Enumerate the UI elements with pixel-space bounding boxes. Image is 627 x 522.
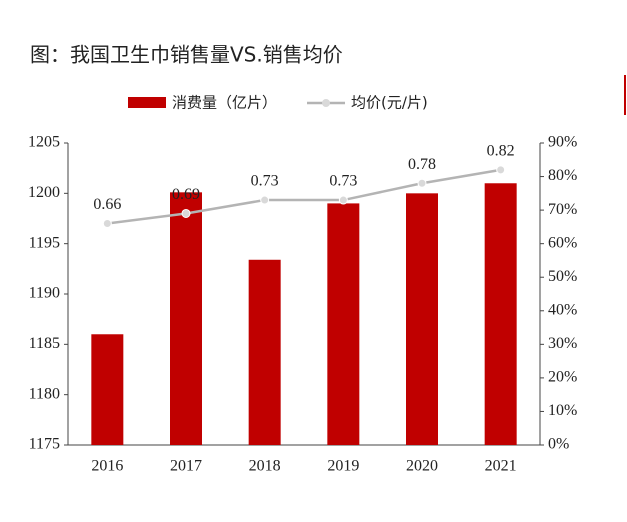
y-tick-label: 1200	[28, 184, 60, 201]
x-tick-label: 2019	[327, 458, 359, 475]
legend-label: 消费量（亿片）	[172, 94, 277, 112]
y2-tick-label: 20%	[548, 369, 577, 386]
y2-tick-label: 60%	[548, 234, 577, 251]
y2-tick-label: 50%	[548, 268, 577, 285]
line-marker	[260, 195, 270, 205]
bar	[484, 183, 517, 445]
y2-tick-label: 30%	[548, 335, 577, 352]
x-tick-label: 2017	[170, 458, 202, 475]
y2-tick-label: 70%	[548, 201, 577, 218]
x-tick-label: 2018	[249, 458, 281, 475]
data-label: 0.73	[329, 173, 357, 190]
bar	[248, 259, 281, 445]
legend-marker	[322, 99, 331, 107]
bar	[170, 192, 202, 445]
bar	[327, 203, 360, 445]
y-tick-label: 1175	[29, 436, 60, 453]
data-label: 0.73	[251, 173, 279, 190]
legend-swatch	[128, 97, 166, 108]
data-label: 0.82	[487, 143, 515, 160]
line	[107, 168, 501, 225]
bar	[406, 193, 438, 445]
y2-tick-label: 0%	[548, 436, 569, 453]
y2-tick-label: 10%	[548, 402, 577, 419]
line-marker	[181, 208, 191, 218]
x-tick-label: 2021	[485, 458, 517, 475]
bar	[91, 334, 124, 445]
line-marker	[496, 165, 506, 175]
y-tick-label: 1180	[29, 385, 60, 402]
y-tick-label: 1195	[29, 234, 60, 251]
y-tick-label: 1185	[29, 335, 60, 352]
data-label: 0.69	[172, 186, 200, 203]
y2-tick-label: 80%	[548, 167, 577, 184]
data-label: 0.78	[408, 156, 436, 173]
x-tick-label: 2016	[91, 458, 123, 475]
line-marker	[338, 195, 348, 205]
y2-tick-label: 90%	[548, 134, 577, 151]
data-label: 0.66	[93, 196, 121, 213]
legend-label: 均价(元/片)	[351, 94, 428, 112]
y-tick-label: 1205	[28, 134, 60, 151]
line-marker	[417, 178, 427, 188]
y-tick-label: 1190	[29, 285, 60, 302]
chart-title: 图：我国卫生巾销售量VS.销售均价	[30, 43, 343, 67]
line-marker	[102, 219, 112, 229]
y2-tick-label: 40%	[548, 301, 577, 318]
x-tick-label: 2020	[406, 458, 438, 475]
